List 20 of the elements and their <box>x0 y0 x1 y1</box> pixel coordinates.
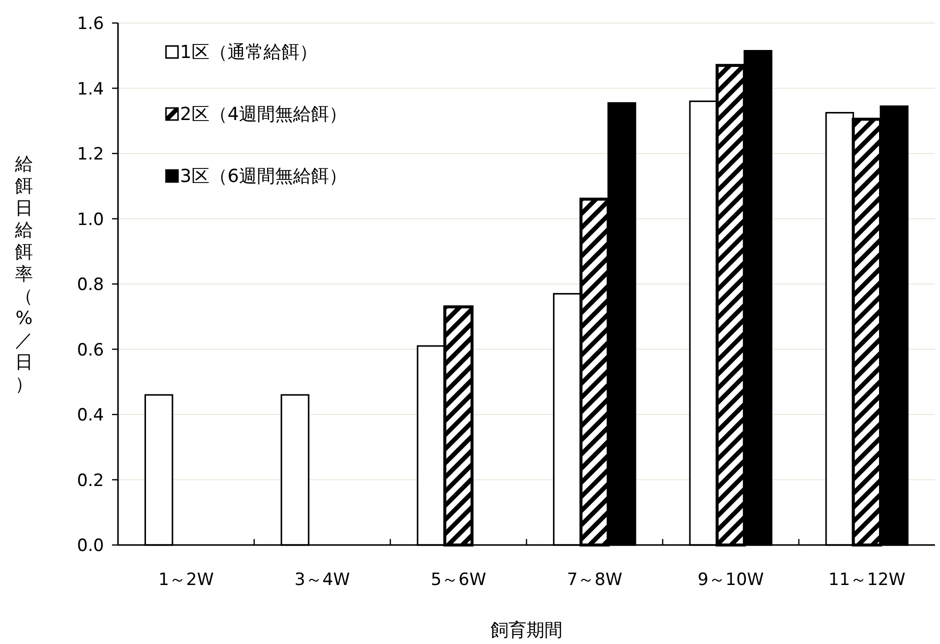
x-tick-label: 11～12W <box>828 570 906 590</box>
x-tick-label: 3～4W <box>294 570 350 590</box>
legend-label: 3区（6週間無給餌） <box>180 166 347 187</box>
y-tick-label: 0.0 <box>76 536 104 556</box>
legend-label: 1区（通常給餌） <box>180 42 318 63</box>
y-tick-label: 1.4 <box>76 79 104 100</box>
y-tick-label: 0.8 <box>76 275 104 295</box>
x-tick-label: 9～10W <box>698 570 764 590</box>
y-tick-label: 0.2 <box>76 470 104 491</box>
x-tick-label: 5～6W <box>430 570 486 590</box>
x-axis-title: 飼育期間 <box>490 620 562 641</box>
y-tick-label: 1.2 <box>76 144 104 164</box>
text: 給餌日給餌率（%／日） <box>15 154 33 395</box>
x-tick-label: 7～8W <box>566 570 622 590</box>
y-tick-label: 0.4 <box>76 406 104 426</box>
legend-label: 2区（4週間無給餌） <box>180 104 347 125</box>
y-tick-label: 1.6 <box>76 14 104 34</box>
y-tick-label: 1.0 <box>76 210 104 230</box>
x-tick-label: 1～2W <box>158 570 214 590</box>
y-tick-label: 0.6 <box>76 340 104 360</box>
